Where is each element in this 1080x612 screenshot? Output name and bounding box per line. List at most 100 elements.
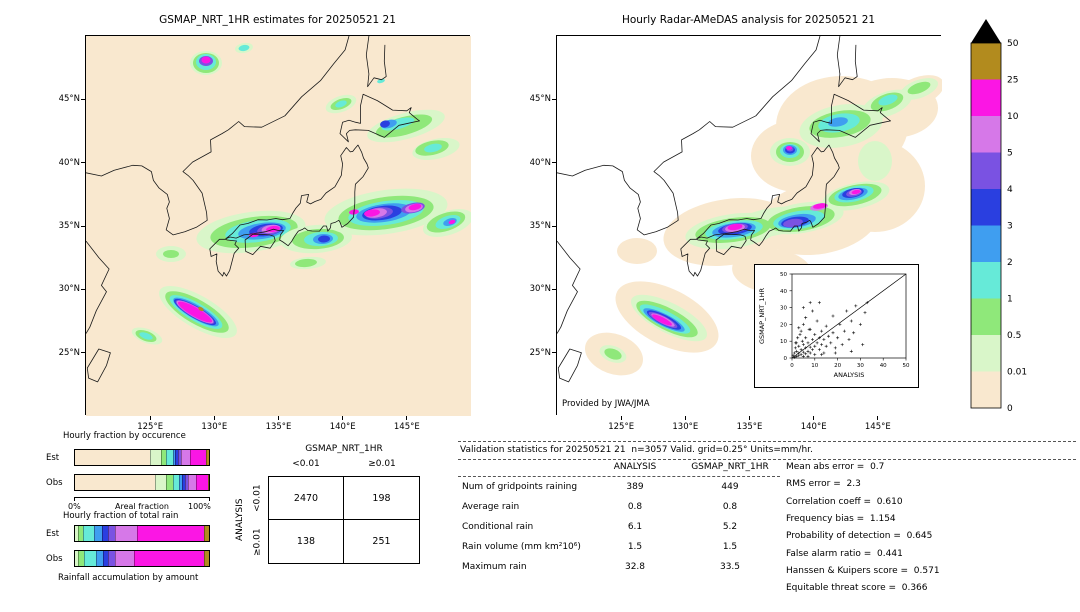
colorbar-segment-green bbox=[971, 298, 1001, 335]
stats-value-gsmap: 1.5 bbox=[722, 542, 738, 552]
bar-segment-olive bbox=[206, 450, 209, 465]
colorbar-segment-purple bbox=[971, 152, 1001, 189]
score-line: Probability of detection = 0.645 bbox=[786, 531, 933, 542]
svg-text:0: 0 bbox=[790, 363, 794, 369]
lon-tick bbox=[278, 416, 279, 420]
colorbar-segment-blue bbox=[971, 189, 1001, 226]
axis-label-0pct: 0% bbox=[68, 502, 81, 511]
occurrence-bars-title: Hourly fraction by occurence bbox=[63, 431, 186, 441]
svg-text:0: 0 bbox=[784, 356, 788, 362]
score-line: Mean abs error = 0.7 bbox=[786, 462, 885, 472]
contingency-row-label-lt: <0.01 bbox=[252, 484, 263, 512]
left-map-canvas bbox=[86, 36, 471, 416]
colorbar-segment-cyan bbox=[971, 262, 1001, 299]
bar-segment-blue bbox=[175, 450, 179, 465]
colorbar-label: 5 bbox=[1007, 149, 1013, 159]
total-est-label: Est bbox=[46, 529, 60, 539]
lon-tick-label: 125°E bbox=[137, 422, 164, 432]
lat-tick-label: 40°N bbox=[58, 157, 80, 168]
lon-tick bbox=[342, 416, 344, 420]
inset-ylabel: GSMAP_NRT_1HR bbox=[758, 287, 766, 344]
bar-segment-cyan bbox=[166, 450, 173, 465]
stats-value-gsmap: 33.5 bbox=[719, 562, 741, 572]
svg-text:50: 50 bbox=[780, 272, 787, 278]
stats-value-gsmap: 0.8 bbox=[722, 502, 738, 512]
bar-segment-orchid bbox=[115, 551, 134, 566]
axis-label-100pct: 100% bbox=[188, 502, 211, 511]
scatter-points bbox=[791, 301, 869, 359]
colorbar-label: 0.01 bbox=[1007, 368, 1027, 378]
axis-label-areal-fraction: Areal fraction bbox=[115, 502, 169, 511]
lat-tick-label: 25°N bbox=[529, 347, 551, 358]
lat-tick bbox=[552, 352, 557, 354]
occurrence-est-label: Est bbox=[46, 453, 60, 463]
colorbar-segment-magenta bbox=[971, 79, 1001, 116]
lat-tick-label: 25°N bbox=[58, 347, 80, 358]
data-credit: Provided by JWA/JMA bbox=[562, 399, 650, 409]
stats-row-label: Rain volume (mm km²10⁶) bbox=[462, 542, 581, 552]
bar-segment-green bbox=[166, 475, 173, 490]
contingency-cell-00: 2470 bbox=[269, 477, 344, 520]
lat-tick bbox=[552, 225, 557, 227]
bar-segment-magenta bbox=[195, 475, 208, 490]
bars-footer: Rainfall accumulation by amount bbox=[58, 573, 199, 583]
colorbar-label: 2 bbox=[1007, 258, 1013, 268]
bar-segment-medblue bbox=[93, 526, 102, 541]
svg-text:30: 30 bbox=[780, 306, 787, 312]
colorbar-segment-palegreen bbox=[971, 335, 1001, 372]
lon-tick-label: 130°E bbox=[672, 422, 699, 432]
colorbar-label: 3 bbox=[1007, 222, 1013, 232]
colorbar-label: 1 bbox=[1007, 295, 1013, 305]
bar-segment-purple bbox=[108, 526, 116, 541]
svg-text:50: 50 bbox=[903, 363, 910, 369]
stats-divider-header bbox=[458, 476, 780, 477]
colorbar-label: 4 bbox=[1007, 185, 1013, 195]
validation-scatter-inset: 00 10 10 20 20 30 30 40 40 50 50 ANALYSIS GSMAP_NRT_… bbox=[754, 264, 919, 388]
stats-divider-mid bbox=[458, 459, 1076, 460]
contingency-cell-10: 138 bbox=[269, 520, 344, 563]
bar-segment-magenta bbox=[190, 450, 207, 465]
contingency-row-label-ge: ≥0.01 bbox=[252, 528, 263, 556]
inset-xlabel: ANALYSIS bbox=[834, 371, 865, 379]
lon-tick bbox=[620, 416, 622, 420]
lat-tick-label: 45°N bbox=[529, 94, 551, 105]
stats-row-label: Average rain bbox=[462, 502, 520, 512]
bar-segment-palegreen bbox=[75, 526, 78, 541]
colorbar-label: 50 bbox=[1007, 39, 1019, 49]
bar-segment-palegreen bbox=[150, 450, 161, 465]
lon-tick-label: 145°E bbox=[864, 422, 891, 432]
bar-segment-medblue bbox=[179, 475, 183, 490]
bar-segment-orchid bbox=[187, 475, 196, 490]
bar-segment-olive bbox=[203, 551, 209, 566]
lat-tick bbox=[81, 225, 86, 227]
svg-text:10: 10 bbox=[780, 339, 787, 345]
right-map-title: Hourly Radar-AMeDAS analysis for 2025052… bbox=[621, 14, 876, 26]
colorbar-segment-peach bbox=[971, 371, 1001, 408]
lon-tick bbox=[684, 416, 686, 420]
lat-tick bbox=[552, 162, 557, 164]
precip-colorbar: 50 25 10 5 4 3 2 1 0.5 0.01 0 bbox=[970, 19, 1027, 414]
lat-tick bbox=[81, 162, 86, 164]
stats-value-analysis: 6.1 bbox=[627, 522, 643, 532]
stats-value-analysis: 32.8 bbox=[624, 562, 646, 572]
axis-tick-0 bbox=[74, 497, 75, 501]
bar-segment-blue bbox=[103, 551, 109, 566]
lat-tick bbox=[81, 352, 86, 354]
lat-tick-label: 35°N bbox=[529, 221, 551, 231]
score-line: False alarm ratio = 0.441 bbox=[786, 548, 903, 559]
lat-tick bbox=[81, 288, 86, 290]
svg-text:20: 20 bbox=[834, 363, 841, 369]
lon-tick-label: 130°E bbox=[201, 422, 228, 432]
total-obs-bar bbox=[74, 550, 210, 567]
lon-tick bbox=[749, 416, 750, 420]
lon-tick-label: 125°E bbox=[608, 422, 635, 432]
lat-tick-label: 40°N bbox=[529, 157, 551, 168]
svg-text:40: 40 bbox=[780, 289, 787, 295]
bar-segment-cyan bbox=[172, 475, 180, 490]
bar-segment-palegreen bbox=[155, 475, 167, 490]
stats-row-label: Num of gridpoints raining bbox=[462, 482, 578, 492]
lon-tick-label: 145°E bbox=[393, 422, 420, 432]
lat-tick-label: 30°N bbox=[58, 284, 80, 295]
score-line: RMS error = 2.3 bbox=[786, 479, 861, 490]
